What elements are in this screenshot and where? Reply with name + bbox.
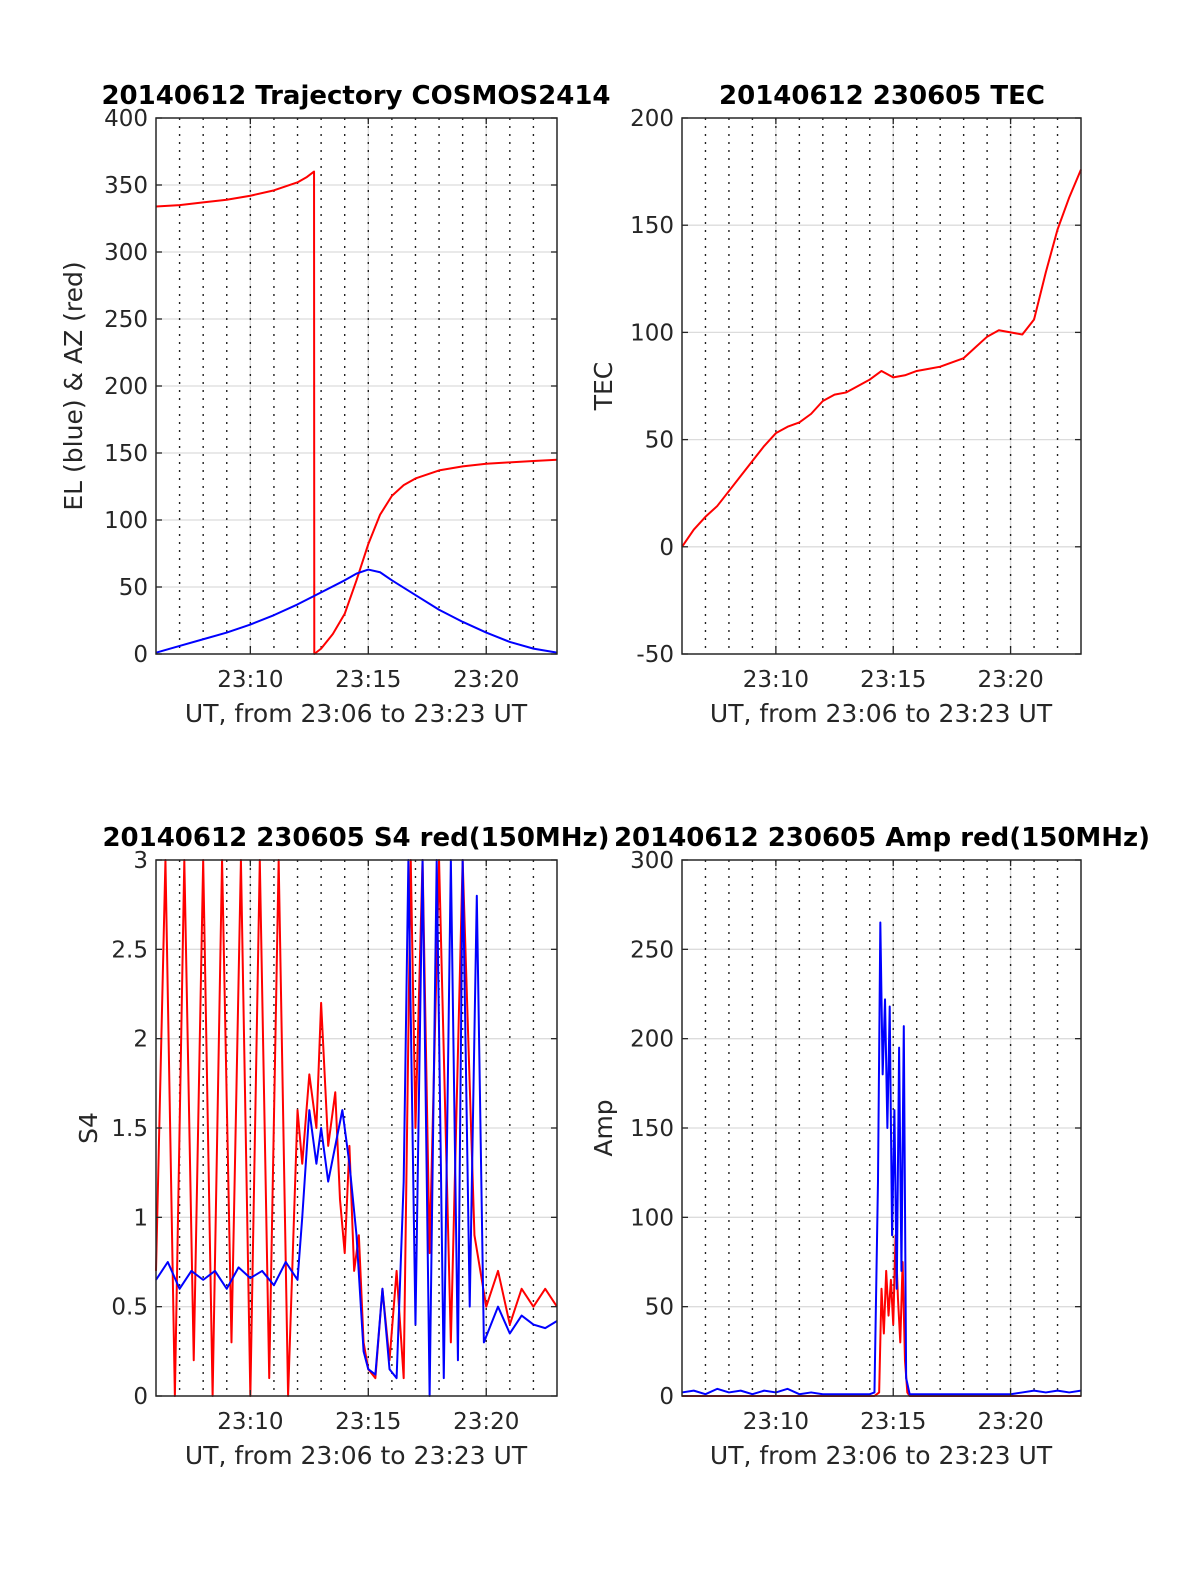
y-tick-label: 100 (630, 320, 674, 346)
x-tick-label: 23:20 (453, 667, 519, 693)
x-tick-label: 23:15 (860, 667, 926, 693)
plot-area (682, 118, 1081, 654)
x-tick-label: 23:10 (743, 1409, 809, 1435)
y-tick-label: 300 (104, 240, 148, 266)
series-line-red (155, 170, 558, 655)
series (155, 170, 558, 655)
series-line-blue (155, 859, 558, 1397)
chart-title: 20140612 Trajectory COSMOS2414 (101, 81, 610, 111)
series (681, 169, 1082, 548)
x-tick-label: 23:10 (743, 667, 809, 693)
chart-title: 20140612 230605 S4 red(150MHz) (102, 823, 609, 853)
series-line-red (681, 169, 1082, 548)
y-tick-label: 250 (630, 937, 674, 963)
y-tick-label: 3 (133, 848, 148, 874)
y-tick-label: 100 (104, 508, 148, 534)
y-tick-label: 250 (104, 307, 148, 333)
grid (156, 860, 557, 1396)
ticks: -50 0 50 100 150 200 23:10 23:15 23:20 (630, 106, 1081, 693)
x-tick-label: 23:20 (453, 1409, 519, 1435)
series (681, 921, 1082, 1397)
ticks: 0 0.5 1 1.5 2 2.5 3 23:10 23:15 23:20 (111, 848, 557, 1435)
y-tick-label: 150 (104, 441, 148, 467)
y-tick-label: 300 (630, 848, 674, 874)
y-tick-label: 100 (630, 1205, 674, 1231)
y-tick-label: -50 (636, 642, 674, 668)
y-axis-label: Amp (589, 1099, 618, 1156)
y-tick-label: 150 (630, 1116, 674, 1142)
y-axis-label: S4 (74, 1112, 103, 1144)
y-tick-label: 400 (104, 106, 148, 132)
y-tick-label: 0 (659, 1384, 674, 1410)
x-axis-label: UT, from 23:06 to 23:23 UT (710, 699, 1053, 728)
series-line-blue (681, 921, 1082, 1396)
chart-title: 20140612 230605 Amp red(150MHz) (614, 823, 1150, 853)
y-tick-label: 2 (133, 1027, 148, 1053)
y-tick-label: 50 (645, 1295, 674, 1321)
y-tick-label: 150 (630, 213, 674, 239)
grid (156, 118, 557, 654)
x-tick-label: 23:10 (217, 1409, 283, 1435)
y-tick-label: 350 (104, 173, 148, 199)
y-tick-label: 0 (133, 642, 148, 668)
x-axis-label: UT, from 23:06 to 23:23 UT (185, 699, 528, 728)
axes-frame (681, 117, 1082, 655)
x-tick-label: 23:10 (217, 667, 283, 693)
y-tick-label: 0 (133, 1384, 148, 1410)
y-tick-label: 50 (645, 428, 674, 454)
x-tick-label: 23:20 (977, 667, 1043, 693)
x-tick-label: 23:15 (335, 1409, 401, 1435)
y-tick-label: 50 (119, 575, 148, 601)
x-axis-label: UT, from 23:06 to 23:23 UT (185, 1441, 528, 1470)
panel-trajectory: 20140612 Trajectory COSMOS2414 0 50 100 150… (59, 81, 611, 728)
panel-tec: 20140612 230605 TEC -50 0 50 100 150 200 23:10… (589, 81, 1082, 728)
x-tick-label: 23:20 (977, 1409, 1043, 1435)
ticks: 0 50 100 150 200 250 300 350 400 23:10 23:15 23:20 (104, 106, 557, 693)
ticks: 0 50 100 150 200 250 300 23:10 23:15 23:20 (630, 848, 1081, 1435)
y-tick-label: 1 (133, 1205, 148, 1231)
y-tick-label: 0 (659, 535, 674, 561)
y-tick-label: 2.5 (111, 937, 148, 963)
y-tick-label: 1.5 (111, 1116, 148, 1142)
grid (682, 118, 1081, 654)
y-tick-label: 200 (630, 106, 674, 132)
chart-title: 20140612 230605 TEC (719, 81, 1045, 111)
y-tick-label: 200 (630, 1027, 674, 1053)
x-axis-label: UT, from 23:06 to 23:23 UT (710, 1441, 1053, 1470)
grid (682, 860, 1081, 1396)
x-tick-label: 23:15 (860, 1409, 926, 1435)
series-line-blue (155, 568, 558, 654)
y-axis-label: EL (blue) & AZ (red) (59, 261, 88, 510)
y-tick-label: 200 (104, 374, 148, 400)
y-axis-label: TEC (589, 362, 618, 412)
y-tick-label: 0.5 (111, 1295, 148, 1321)
panel-s4: 20140612 230605 S4 red(150MHz) 0 0.5 1 1.5 2… (74, 823, 610, 1470)
x-tick-label: 23:15 (335, 667, 401, 693)
panel-amp: 20140612 230605 Amp red(150MHz) 0 50 100 15… (589, 823, 1150, 1470)
